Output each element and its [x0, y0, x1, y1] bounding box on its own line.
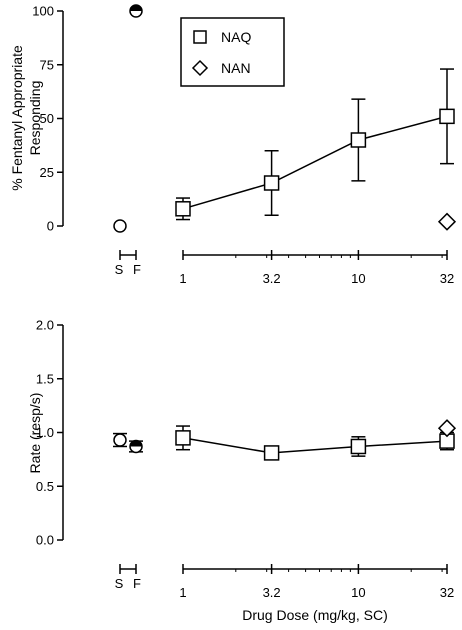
legend-box: [180, 17, 285, 87]
bottom-ylabel: Rate (resp/s): [27, 393, 43, 474]
bottom-axes: [57, 324, 448, 574]
top-ylabel-line1: % Fentanyl Appropriate: [9, 45, 25, 191]
bottom-control-point-s: [113, 433, 127, 447]
bottom-control-point-f-fill: [130, 440, 142, 447]
top-data-marks: [113, 4, 457, 233]
bottom-naq-point: [263, 445, 280, 461]
top-nan-point: [437, 212, 457, 231]
top-control-point-f-fill: [130, 5, 142, 11]
top-x-tick-label: 3.2: [263, 271, 281, 286]
top-control-label-s: S: [115, 262, 124, 277]
legend-label-naq: NAQ: [221, 29, 251, 45]
bottom-panel-rate: Rate (resp/s) 0.00.51.01.52.0S F1 3.2 10 32 …: [27, 318, 457, 623]
top-tick-labels: 0 25 50 75 100 S F 1 3.2 10 32: [32, 4, 454, 287]
bottom-naq-point: [350, 438, 367, 455]
top-x-tick-label: 32: [440, 271, 454, 286]
top-control-label-f: F: [133, 262, 141, 277]
legend-label-nan: NAN: [221, 60, 251, 76]
legend-square-marker: [193, 30, 207, 44]
top-panel-fentanyl-responding: % Fentanyl Appropriate Responding 0 25 50 7…: [9, 4, 457, 287]
legend: NAQ NAN: [180, 17, 285, 87]
bottom-x-tick-label: 1: [179, 585, 186, 600]
top-control-point-f: [129, 4, 143, 18]
top-control-point-s: [113, 219, 127, 233]
bottom-y-tick-label: 2.0: [36, 318, 54, 333]
top-series-line-naq: [182, 115, 448, 210]
bottom-y-tick-label: 0.5: [36, 479, 54, 494]
top-y-tick-label: 75: [40, 57, 54, 72]
bottom-y-tick-label: 1.0: [36, 425, 54, 440]
bottom-naq-point: [175, 430, 191, 446]
top-y-tick-label: 25: [40, 165, 54, 180]
bottom-x-tick-label: 32: [440, 585, 454, 600]
top-y-tick-label: 100: [32, 4, 54, 19]
top-ylabel-line2: Responding: [27, 81, 43, 156]
bottom-control-label-s: S: [115, 576, 124, 591]
bottom-control-label-f: F: [133, 576, 141, 591]
top-x-tick-label: 1: [179, 271, 186, 286]
bottom-data-marks: [113, 419, 457, 461]
bottom-xlabel: Drug Dose (mg/kg, SC): [242, 607, 387, 623]
bottom-y-tick-label: 0.0: [36, 533, 54, 548]
legend-diamond-marker: [191, 59, 209, 77]
bottom-x-tick-label: 3.2: [263, 585, 281, 600]
top-y-tick-label: 0: [47, 219, 54, 234]
top-y-tick-label: 50: [40, 111, 54, 126]
bottom-x-tick-label: 10: [351, 585, 365, 600]
bottom-y-tick-label: 1.5: [36, 371, 54, 386]
bottom-nan-point: [437, 419, 457, 438]
top-naq-point: [263, 175, 280, 191]
bottom-series-line-naq: [182, 437, 448, 454]
top-x-tick-label: 10: [351, 271, 365, 286]
top-naq-point: [350, 132, 367, 148]
bottom-tick-labels: 0.0 0.5 1.0 1.5 2.0 S F 1 3.2 10 32: [36, 318, 454, 601]
bottom-control-point-f: [129, 439, 143, 454]
top-axes: [57, 10, 448, 260]
top-naq-point: [439, 108, 455, 125]
top-naq-point: [175, 201, 191, 217]
